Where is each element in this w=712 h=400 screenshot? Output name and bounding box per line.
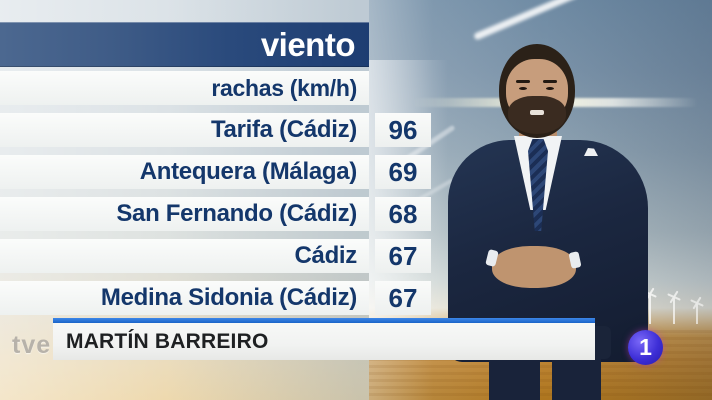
banner-accent-line (53, 318, 595, 323)
wind-gust-table: rachas (km/h) Tarifa (Cádiz) 96 Antequera … (0, 71, 431, 315)
wind-row-location: Tarifa (Cádiz) (0, 113, 369, 147)
lower-third-banner: MARTÍN BARREIRO (53, 318, 595, 360)
panel-title-bar: viento (0, 22, 369, 67)
wind-row: Medina Sidonia (Cádiz) 67 (0, 281, 431, 315)
wind-row-value: 67 (375, 239, 431, 273)
wind-row-location: San Fernando (Cádiz) (0, 197, 369, 231)
wind-row: San Fernando (Cádiz) 68 (0, 197, 431, 231)
presenter-eyebrow (516, 80, 530, 83)
wind-row-value: 96 (375, 113, 431, 147)
wind-turbine-icon (667, 290, 681, 324)
wind-row-location: Cádiz (0, 239, 369, 273)
presenter-leg (489, 358, 540, 400)
panel-title: viento (260, 25, 356, 63)
wind-row-value: 69 (375, 155, 431, 189)
presenter-eye (519, 87, 527, 90)
la1-channel-logo: 1 (628, 330, 663, 365)
presenter-mouth (530, 110, 544, 115)
wind-row: Antequera (Málaga) 69 (0, 155, 431, 189)
wind-row: Tarifa (Cádiz) 96 (0, 113, 431, 147)
pocket-square (584, 148, 598, 156)
channel-number: 1 (639, 334, 652, 360)
presenter-eye (546, 87, 554, 90)
wind-turbine-icon (690, 296, 704, 324)
wind-row-location: Medina Sidonia (Cádiz) (0, 281, 369, 315)
presenter-name: MARTÍN BARREIRO (66, 329, 269, 353)
wind-row-value: 68 (375, 197, 431, 231)
presenter-hands (492, 246, 576, 288)
presenter-eyebrow (543, 80, 557, 83)
wind-row-location: Antequera (Málaga) (0, 155, 369, 189)
presenter-head (499, 44, 575, 138)
presenter-leg (552, 358, 601, 400)
presenter-beard (508, 96, 566, 134)
presenter-jacket-edge (595, 326, 611, 359)
wind-row-value: 67 (375, 281, 431, 315)
tve-network-logo: tve (12, 331, 52, 359)
table-subheader-row: rachas (km/h) (0, 71, 431, 105)
presenter-tie (528, 139, 548, 231)
wind-row: Cádiz 67 (0, 239, 431, 273)
wind-turbine-icon (643, 287, 657, 324)
table-subheader: rachas (km/h) (0, 71, 369, 105)
banner-body: MARTÍN BARREIRO (53, 323, 595, 360)
